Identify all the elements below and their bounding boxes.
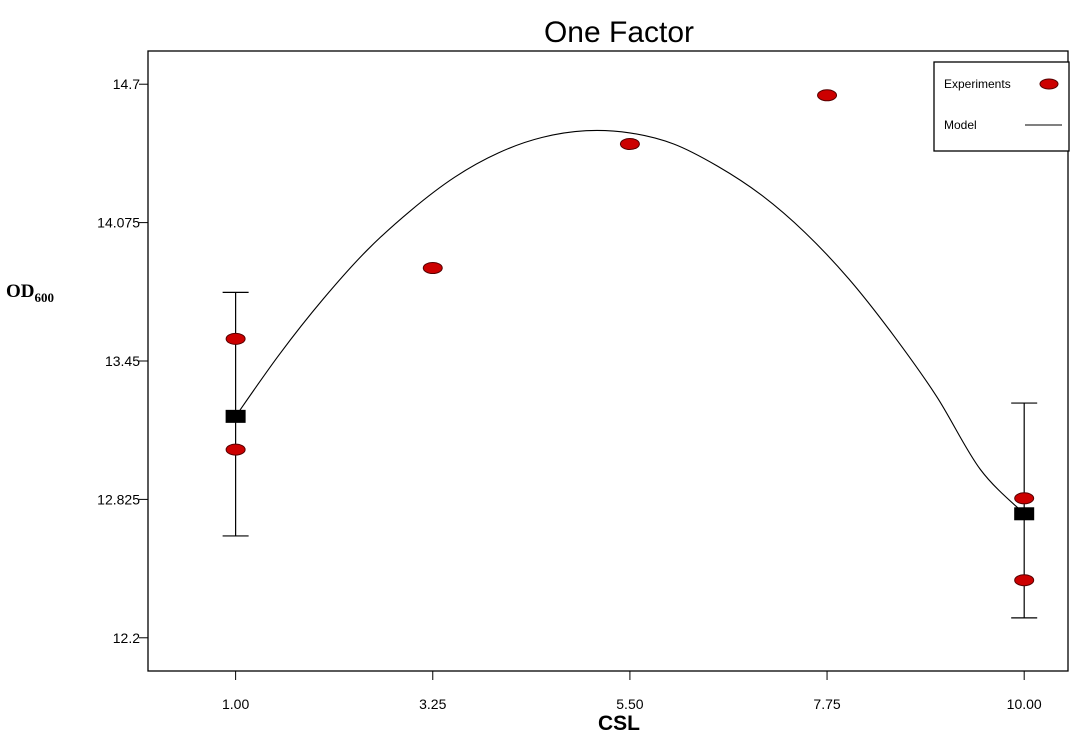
legend-box	[933, 61, 1070, 152]
y-tick-label: 14.7	[113, 76, 140, 92]
model-curve-line	[235, 129, 1025, 515]
experiment-point	[1014, 492, 1035, 505]
experiment-point	[422, 262, 443, 274]
x-tick-label: 3.25	[419, 696, 446, 712]
experiment-point	[225, 443, 246, 456]
legend: Experiments Model	[933, 61, 1070, 152]
y-axis-label-subscript: 600	[35, 290, 55, 305]
error-bar-layer	[222, 291, 1038, 619]
x-tick-label: 7.75	[813, 696, 840, 712]
experiment-point	[619, 138, 640, 150]
y-tick-label: 13.45	[105, 353, 140, 369]
y-axis-label: OD600	[6, 281, 54, 305]
y-tick-label: 12.825	[97, 491, 140, 507]
legend-label-experiments: Experiments	[944, 77, 1011, 91]
x-axis: 1.00 3.25 5.50 7.75 10.00	[222, 671, 1042, 712]
experiment-points-layer	[225, 89, 1035, 587]
x-tick-label: 1.00	[222, 696, 249, 712]
x-axis-label: CSL	[598, 712, 640, 735]
x-tick-label: 5.50	[616, 696, 643, 712]
y-axis-label-main: OD	[6, 281, 35, 302]
y-tick-label: 12.2	[113, 630, 140, 646]
y-tick-label: 14.075	[97, 215, 140, 231]
model-curve-layer	[235, 129, 1025, 515]
legend-marker-experiments	[1039, 78, 1059, 90]
legend-label-model: Model	[944, 118, 977, 132]
y-axis: 12.2 12.825 13.45 14.075 14.7	[97, 76, 148, 646]
experiment-point	[225, 332, 246, 345]
experiment-point	[817, 89, 838, 102]
model-prediction-marker	[1014, 507, 1035, 521]
x-tick-label: 10.00	[1007, 696, 1042, 712]
chart-title: One Factor	[544, 16, 694, 49]
experiment-point	[1014, 574, 1035, 587]
model-prediction-marker	[225, 409, 246, 423]
